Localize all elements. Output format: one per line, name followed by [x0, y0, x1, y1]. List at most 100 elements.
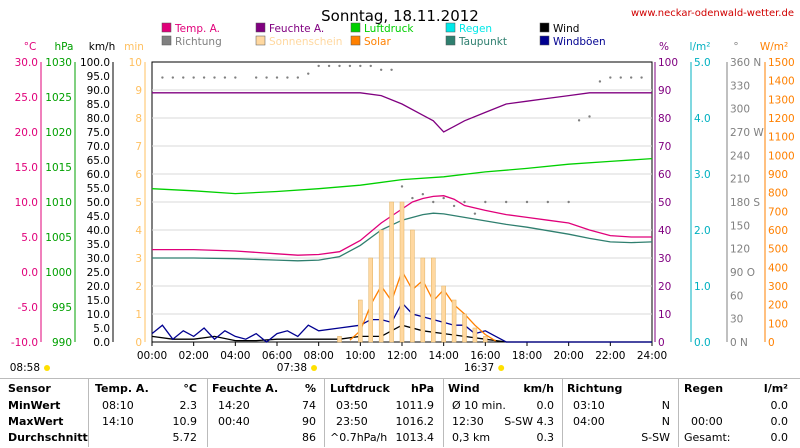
legend-swatch	[539, 22, 550, 33]
humidity-min-value: 74	[302, 399, 316, 412]
direction-tick-label: 30	[730, 314, 743, 326]
wind-tick-label: 85.0	[87, 99, 110, 111]
pressure-max-value: 1016.2	[395, 415, 435, 428]
direction-point	[275, 76, 279, 79]
sunshine-bar	[389, 201, 394, 343]
sun-marker	[311, 365, 318, 371]
feuchte-a-series	[152, 92, 652, 133]
direction-unit-label: °	[733, 41, 738, 53]
direction-point	[171, 76, 175, 79]
humidity-tick-label: 90	[658, 85, 671, 97]
humidity-tick-label: 60	[658, 169, 671, 181]
table-divider	[443, 378, 444, 447]
legend-label: Luftdruck	[364, 23, 414, 35]
pressure-tick-label: 1020	[45, 127, 72, 139]
solar-tick-label: 600	[768, 225, 788, 237]
humidity-unit-label: %	[659, 41, 669, 53]
direction-point	[317, 64, 320, 68]
temp-tick-label: 20.0	[15, 127, 38, 139]
sun-marker	[498, 365, 505, 371]
header-pressure-unit: hPa	[410, 382, 434, 395]
windb-en-series	[151, 301, 652, 343]
chart-title: Sonntag, 18.11.2012	[321, 7, 479, 25]
legend-swatch	[350, 35, 361, 46]
direction-tick-label: 300	[730, 104, 750, 116]
direction-point	[202, 76, 206, 79]
solar-unit-label: W/m²	[760, 41, 788, 53]
sunshine-bar	[462, 313, 467, 343]
direction-point	[411, 196, 414, 200]
sun-marker	[44, 365, 50, 371]
pressure-avg-value: 1013.4	[395, 431, 435, 444]
direction-point	[369, 64, 372, 68]
sun-time-label: 08:58	[10, 362, 40, 374]
wind-tick-label: 20.0	[87, 281, 110, 293]
wind-tick-label: 40.0	[87, 225, 110, 237]
sunshine-bar	[368, 257, 373, 343]
humidity-tick-label: 70	[658, 141, 671, 153]
direction-point	[254, 76, 258, 79]
sunshine-bar	[337, 336, 342, 343]
solar-tick-label: 900	[768, 169, 788, 181]
wind-tick-label: 15.0	[87, 295, 110, 307]
rain-total-value: 0.0	[770, 431, 789, 444]
legend-label: Wind	[553, 23, 579, 35]
luftdruck-series	[151, 157, 653, 195]
time-tick-label: 08:00	[304, 350, 334, 362]
header-humidity: Feuchte A.	[212, 382, 279, 395]
rain-total-label: Gesamt:	[684, 431, 731, 444]
direction-point	[265, 76, 268, 79]
direction-point	[598, 80, 602, 83]
direction-point	[640, 76, 643, 79]
legend-label: Temp. A.	[174, 23, 220, 35]
temp-max-time: 14:10	[102, 415, 134, 428]
direction-tick-label: 240	[730, 150, 750, 162]
direction-point	[348, 64, 352, 68]
pressure-tick-label: 1010	[45, 197, 72, 209]
sunshine-bar	[431, 257, 436, 343]
direction-point	[338, 64, 341, 68]
axes: 30.025.020.015.010.05.00.0-5.0-10.0°C103…	[10, 41, 795, 374]
sunshine-bar	[483, 336, 488, 343]
direction-tick-label: 120	[730, 244, 750, 256]
row-label: MinWert	[8, 399, 61, 412]
wind-tick-label: 100.0	[80, 57, 110, 69]
temp-unit-label: °C	[24, 41, 37, 53]
rain-tick-label: 2.0	[694, 225, 711, 237]
wind-unit-label: km/h	[89, 41, 116, 53]
legend-label: Sonnenschein	[269, 36, 342, 48]
solar-tick-label: 700	[768, 206, 788, 218]
solar-tick-label: 1100	[768, 132, 795, 144]
direction-point	[307, 72, 310, 75]
direction-tick-label: 150	[730, 220, 750, 232]
sun-tick-label: 1	[135, 309, 142, 321]
direction-point	[525, 200, 529, 204]
direction-tick-label: 210	[730, 174, 750, 186]
header-rain: Regen	[684, 382, 724, 395]
humidity-tick-label: 40	[658, 225, 671, 237]
wind-tick-label: 80.0	[87, 113, 110, 125]
header-pressure: Luftdruck	[330, 382, 390, 395]
direction-point	[379, 68, 383, 71]
solar-tick-label: 1200	[768, 113, 795, 125]
legend-label: Feuchte A.	[269, 23, 324, 35]
humidity-min-time: 14:20	[218, 399, 250, 412]
pressure-trend: ^0.7hPa/h	[330, 431, 388, 444]
solar-tick-label: 100	[768, 318, 788, 330]
row-label: MaxWert	[8, 415, 64, 428]
direction-point	[161, 76, 164, 79]
time-tick-label: 24:00	[637, 350, 667, 362]
solar-tick-label: 500	[768, 244, 788, 256]
direction-tick-label: 0 N	[730, 337, 748, 349]
sun-tick-label: 3	[135, 253, 142, 265]
header-wind: Wind	[448, 382, 480, 395]
direction-point	[442, 196, 445, 200]
table-header-row: Sensor Temp. A. °C Feuchte A. % Luftdruc…	[0, 382, 800, 399]
sun-tick-label: 0	[135, 337, 142, 349]
direction-point	[192, 76, 195, 79]
solar-tick-label: 800	[768, 188, 788, 200]
direction-point	[213, 76, 216, 79]
wind-tick-label: 30.0	[87, 253, 110, 265]
time-tick-label: 14:00	[429, 350, 459, 362]
wind-tick-label: 55.0	[87, 183, 110, 195]
